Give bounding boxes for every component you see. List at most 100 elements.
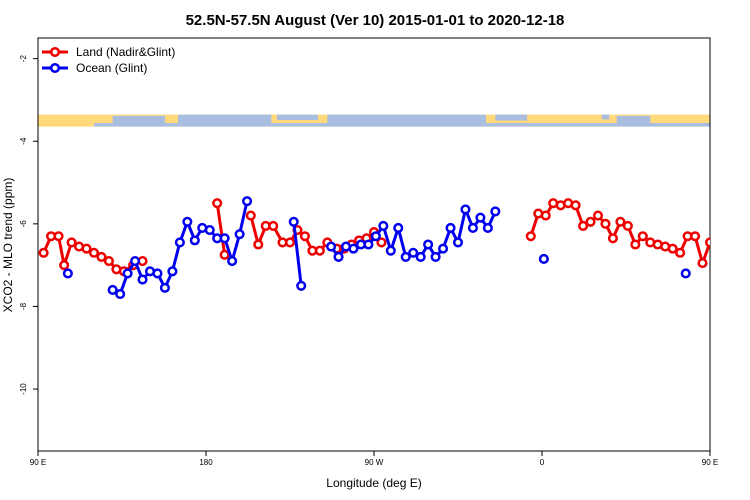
data-point: [59, 260, 70, 271]
y-tick-label: -2: [19, 55, 28, 63]
data-point: [400, 251, 411, 262]
data-point: [81, 243, 92, 254]
data-point: [288, 216, 299, 227]
data-point: [745, 257, 750, 265]
data-point: [53, 231, 64, 242]
map-strip-ocean: [601, 114, 610, 120]
data-point: [538, 253, 549, 265]
data-point: [284, 237, 296, 248]
data-point: [245, 210, 256, 221]
data-point: [376, 237, 387, 248]
legend: Land (Nadir&Glint) Ocean (Glint): [42, 45, 175, 75]
data-point: [159, 282, 170, 293]
data-point: [738, 253, 746, 261]
data-point: [393, 222, 404, 234]
data-point: [438, 243, 449, 254]
data-point: [333, 251, 344, 262]
chart-title: 52.5N-57.5N August (Ver 10) 2015-01-01 t…: [186, 12, 565, 29]
data-point: [314, 245, 325, 256]
data-point: [725, 290, 733, 298]
legend-marker-ocean: [49, 62, 61, 74]
data-point: [122, 268, 133, 279]
data-point: [268, 220, 279, 231]
data-point: [299, 231, 310, 242]
data-point: [430, 251, 441, 262]
x-tick-label: 180: [199, 458, 213, 467]
data-point: [540, 210, 551, 221]
data-point: [740, 257, 748, 265]
x-tick-label: 0: [540, 458, 545, 467]
x-tick-label: 90 W: [365, 458, 384, 467]
data-point: [592, 210, 604, 221]
data-point: [585, 216, 596, 227]
map-strip-ocean: [178, 114, 272, 124]
data-point: [326, 241, 337, 252]
y-tick-label: -6: [19, 220, 28, 228]
series-line: [292, 221, 303, 286]
data-point: [234, 229, 245, 240]
data-point: [204, 224, 215, 236]
data-point: [152, 268, 163, 279]
data-point: [490, 206, 501, 217]
y-tick-label: -8: [19, 302, 28, 310]
data-point: [475, 212, 486, 223]
plot-frame: [37, 37, 711, 452]
data-point: [445, 222, 456, 234]
data-point: [115, 289, 126, 300]
data-point: [622, 220, 633, 231]
series-line: [111, 200, 249, 296]
data-point: [227, 255, 238, 267]
data-point: [137, 274, 148, 285]
data-point: [253, 239, 264, 250]
data-point: [637, 231, 648, 242]
world-map-strip: [38, 114, 743, 127]
data-point: [630, 239, 641, 250]
data-point: [607, 233, 618, 244]
data-point: [212, 198, 223, 209]
data-point: [570, 200, 581, 211]
map-strip-ocean: [495, 114, 528, 121]
data-point: [732, 272, 740, 280]
data-point: [385, 245, 396, 256]
data-point: [219, 233, 230, 244]
data-point: [704, 237, 710, 248]
data-point: [62, 268, 73, 279]
data-point: [378, 220, 389, 231]
x-axis-label: Longitude (deg E): [326, 476, 421, 490]
data-point: [697, 258, 708, 269]
data-point: [667, 243, 678, 254]
data-point: [130, 255, 141, 267]
map-strip-ocean: [327, 114, 486, 125]
data-point: [482, 222, 493, 234]
map-strip-ocean: [719, 115, 743, 122]
data-point: [363, 239, 374, 250]
data-point: [467, 222, 478, 234]
data-point: [452, 237, 464, 248]
data-point: [578, 220, 589, 231]
data-point: [189, 235, 200, 246]
axis-ticks: 90 E 180 90 W 0 90 E -2 -4 -6 -8 -10: [19, 55, 718, 467]
legend-marker-land: [49, 46, 61, 58]
data-point: [107, 284, 118, 295]
data-point: [66, 237, 77, 248]
data-point: [675, 247, 686, 258]
legend-label-ocean: Ocean (Glint): [76, 61, 147, 75]
legend-label-land: Land (Nadir&Glint): [76, 45, 175, 59]
y-axis-label: XCO2 - MLO trend (ppm): [1, 178, 15, 313]
map-strip-ocean: [616, 115, 651, 123]
series-land: [38, 198, 750, 277]
data-point: [460, 204, 471, 215]
series-ocean: [62, 196, 748, 300]
data-point: [615, 216, 626, 227]
data-point: [723, 245, 731, 253]
y-tick-label: -4: [19, 137, 28, 145]
map-strip-ocean: [94, 123, 710, 127]
data-point: [38, 247, 49, 258]
data-point: [88, 247, 100, 258]
data-point: [103, 255, 114, 267]
data-point: [680, 268, 691, 279]
y-tick-label: -10: [19, 383, 28, 395]
data-point: [716, 243, 724, 251]
x-tick-label: 90 E: [702, 458, 718, 467]
